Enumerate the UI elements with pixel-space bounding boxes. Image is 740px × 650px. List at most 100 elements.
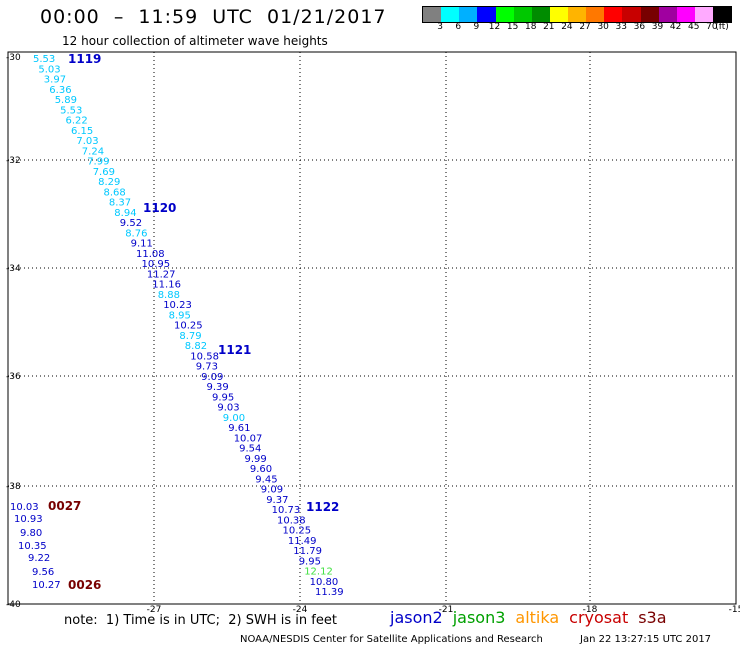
wave-height-label: 11.16	[152, 280, 181, 291]
scale-swatch	[459, 7, 478, 22]
wave-height-label: 10.23	[163, 300, 192, 311]
longitude-tick-label: -24	[293, 605, 308, 615]
generated-timestamp: Jan 22 13:27:15 UTC 2017	[580, 634, 712, 645]
wave-height-label: 3.97	[44, 75, 66, 86]
wave-height-label: 8.88	[158, 290, 180, 301]
scale-swatch	[549, 7, 568, 22]
wave-height-label: 11.08	[136, 249, 165, 260]
scale-swatch	[676, 7, 695, 22]
wave-height-label: 8.95	[169, 310, 191, 321]
wave-height-label: 11.27	[147, 269, 176, 280]
wave-height-label: 6.22	[66, 116, 88, 127]
map-title: 00:00 – 11:59 UTC 01/21/2017	[40, 6, 387, 28]
latitude-tick-label: -30	[6, 53, 21, 63]
scale-label: 70	[706, 22, 718, 32]
wave-height-label: 9.03	[217, 403, 239, 414]
wave-height-label: 9.95	[212, 392, 234, 403]
pass-labels: 1119 1120 1121 1122 0027 0026	[48, 52, 339, 592]
latitude-tick-label: -40	[6, 600, 21, 610]
wave-height-label: 11.39	[315, 587, 344, 598]
longitude-tick-label: -27	[147, 605, 162, 615]
latitude-tick-label: -34	[6, 264, 21, 274]
wave-height-label: 10.07	[234, 433, 263, 444]
scale-swatch	[531, 7, 550, 22]
wave-height-label: 10.80	[310, 577, 339, 588]
wave-height-label: 9.45	[255, 474, 277, 485]
wave-height-label: 10.38	[277, 515, 306, 526]
wave-height-label: 10.35	[18, 541, 47, 552]
wave-height-label: 10.25	[174, 321, 203, 332]
scale-label: 12	[488, 22, 501, 32]
wave-height-label: 10.03	[10, 502, 39, 513]
wave-height-label: 8.29	[98, 177, 120, 188]
scale-swatch	[586, 7, 605, 22]
satellite-legend-item: jason2	[390, 608, 443, 627]
scale-swatch	[604, 7, 623, 22]
longitude-tick-label: -15	[729, 605, 740, 615]
credit-text: NOAA/NESDIS Center for Satellite Applica…	[240, 634, 543, 645]
wave-height-label: 5.03	[38, 64, 60, 75]
wave-height-label: 9.56	[32, 567, 54, 578]
scale-unit: (ft)	[715, 22, 729, 32]
scale-swatch	[622, 7, 641, 22]
satellite-legend-item: cryosat	[569, 608, 629, 627]
wave-height-label: 6.36	[49, 85, 71, 96]
satellite-legend-item: jason3	[452, 608, 506, 627]
map-subtitle: 12 hour collection of altimeter wave hei…	[62, 34, 328, 48]
wave-height-label: 8.76	[125, 228, 147, 239]
wave-height-label: 9.52	[120, 218, 142, 229]
wave-height-label: 10.58	[190, 351, 219, 362]
wave-height-label: 9.39	[207, 382, 229, 393]
wave-height-label: 9.00	[223, 413, 245, 424]
wave-height-label: 7.99	[87, 157, 109, 168]
wave-height-label: 9.99	[245, 454, 267, 465]
pass-time-label: 0026	[68, 578, 101, 592]
wave-height-label: 7.03	[76, 136, 98, 147]
scale-swatch	[568, 7, 587, 22]
wave-height-label: 8.68	[104, 187, 126, 198]
wave-height-label: 9.95	[299, 556, 321, 567]
latitude-tick-label: -36	[6, 372, 21, 382]
scale-swatch	[658, 7, 677, 22]
wave-height-label: 9.61	[228, 423, 250, 434]
wave-height-label: 5.53	[33, 54, 55, 65]
wave-height-label: 9.37	[266, 495, 288, 506]
wave-height-label: 10.73	[272, 505, 301, 516]
wave-height-label: 5.53	[60, 105, 82, 116]
wave-height-label: 10.27	[32, 580, 61, 591]
wave-height-label: 9.22	[28, 553, 50, 564]
wave-height-label: 5.89	[55, 95, 77, 106]
wave-height-label: 11.49	[288, 536, 317, 547]
pass-time-label: 1120	[143, 201, 176, 215]
lat-lon-grid	[7, 51, 737, 605]
pass-time-label: 1122	[306, 500, 339, 514]
wave-height-label: 10.25	[283, 526, 312, 537]
scale-label: 9	[473, 22, 480, 32]
scale-swatch	[441, 7, 460, 22]
wave-height-label: 7.69	[93, 167, 115, 178]
scale-label: 39	[651, 22, 664, 32]
wave-height-label: 9.11	[131, 239, 153, 250]
scale-label: 42	[669, 22, 682, 32]
latitude-tick-label: -38	[6, 482, 21, 492]
wave-height-label: 7.24	[82, 146, 104, 157]
pass-time-label: 1119	[68, 52, 101, 66]
wave-height-label: 8.37	[109, 198, 131, 209]
wave-height-label: 8.79	[179, 331, 201, 342]
longitude-tick-label: -18	[583, 605, 598, 615]
wave-height-label: 10.93	[14, 514, 43, 525]
scale-label: 30	[597, 22, 609, 32]
scale-swatch	[694, 7, 713, 22]
wave-height-label: 9.09	[261, 485, 283, 496]
satellite-legend: jason2 jason3 altika cryosat s3a	[390, 608, 677, 627]
satellite-legend-item: altika	[515, 608, 560, 627]
latitude-tick-label: -32	[6, 156, 21, 166]
scale-swatch	[477, 7, 496, 22]
axis-tick-labels: -30 -32 -34 -36 -38 -40 -27 -24 -21 -18 -15	[6, 53, 740, 615]
satellite-legend-item: s3a	[638, 608, 667, 627]
scale-label: 15	[506, 22, 519, 32]
scale-label: 27	[579, 22, 591, 32]
scale-label: 6	[455, 22, 462, 32]
